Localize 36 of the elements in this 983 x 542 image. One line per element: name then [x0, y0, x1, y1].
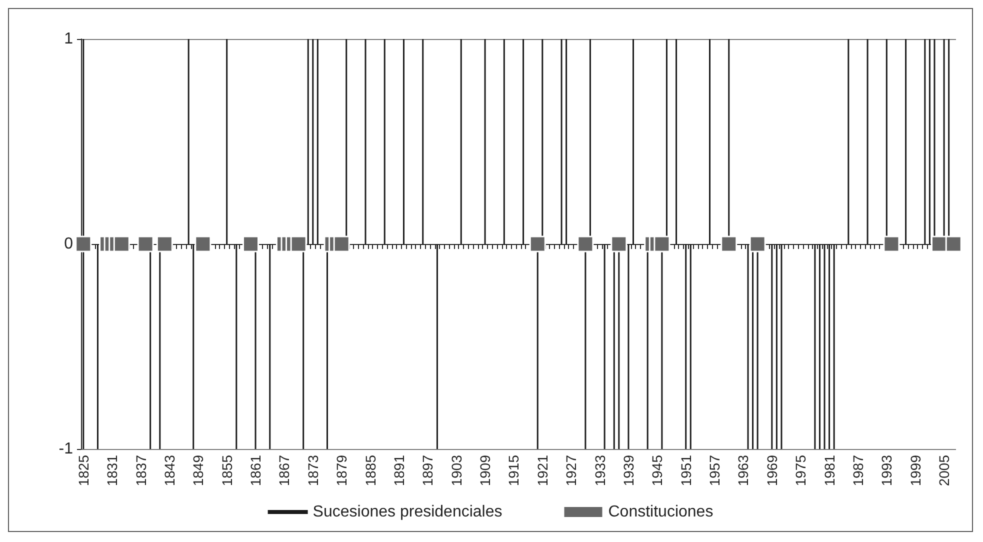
x-tick-label: 1939 — [620, 454, 636, 486]
x-tick-label: 1885 — [362, 454, 378, 486]
x-tick-label: 1951 — [678, 454, 694, 486]
x-tick-label: 1897 — [420, 454, 436, 486]
x-tick-label: 1945 — [649, 454, 666, 486]
x-tick-label: 1825 — [75, 454, 92, 486]
x-tick-label: 1891 — [390, 454, 407, 486]
x-tick-label: 1933 — [592, 454, 608, 486]
x-tick-label: 1861 — [248, 454, 264, 486]
x-tick-label: 1927 — [563, 454, 580, 486]
y-tick-label: 1 — [64, 30, 74, 48]
x-tick-label: 1879 — [334, 454, 350, 486]
x-tick-label: 1915 — [506, 454, 522, 486]
x-tick-label: 1843 — [161, 454, 178, 486]
y-tick-label: 0 — [64, 236, 74, 252]
x-tick-label: 1969 — [764, 454, 780, 486]
x-tick-label: 1837 — [132, 454, 149, 486]
x-tick-label: 1921 — [534, 454, 550, 486]
x-tick-label: 1981 — [821, 454, 838, 486]
x-tick-label: 1987 — [850, 454, 866, 486]
x-tick-label: 1999 — [907, 454, 924, 486]
x-tick-label: 1963 — [735, 454, 752, 486]
x-tick-label: 1849 — [190, 454, 206, 486]
y-tick-label: -1 — [58, 440, 74, 458]
x-tick-label: 1855 — [218, 454, 235, 486]
x-tick-label: 1975 — [792, 454, 809, 486]
x-tick-label: 1903 — [448, 454, 464, 486]
x-tick-label: 1957 — [706, 454, 723, 486]
x-tick-label: 1867 — [276, 454, 292, 486]
x-tick-label: 1831 — [104, 454, 120, 486]
x-tick-label: 1873 — [304, 454, 321, 486]
x-tick-label: 2005 — [936, 454, 952, 486]
x-tick-label: 1909 — [477, 454, 494, 486]
legend-label: Constituciones — [608, 504, 714, 520]
legend-label: Sucesiones presidenciales — [312, 504, 502, 520]
x-tick-label: 1993 — [878, 454, 895, 486]
